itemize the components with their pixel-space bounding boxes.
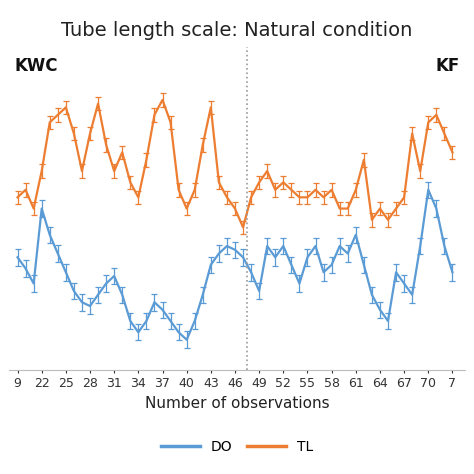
Legend: DO, TL: DO, TL: [155, 434, 319, 459]
Text: KWC: KWC: [14, 57, 57, 75]
Title: Tube length scale: Natural condition: Tube length scale: Natural condition: [61, 21, 413, 40]
X-axis label: Number of observations: Number of observations: [145, 396, 329, 411]
Text: KF: KF: [436, 57, 460, 75]
